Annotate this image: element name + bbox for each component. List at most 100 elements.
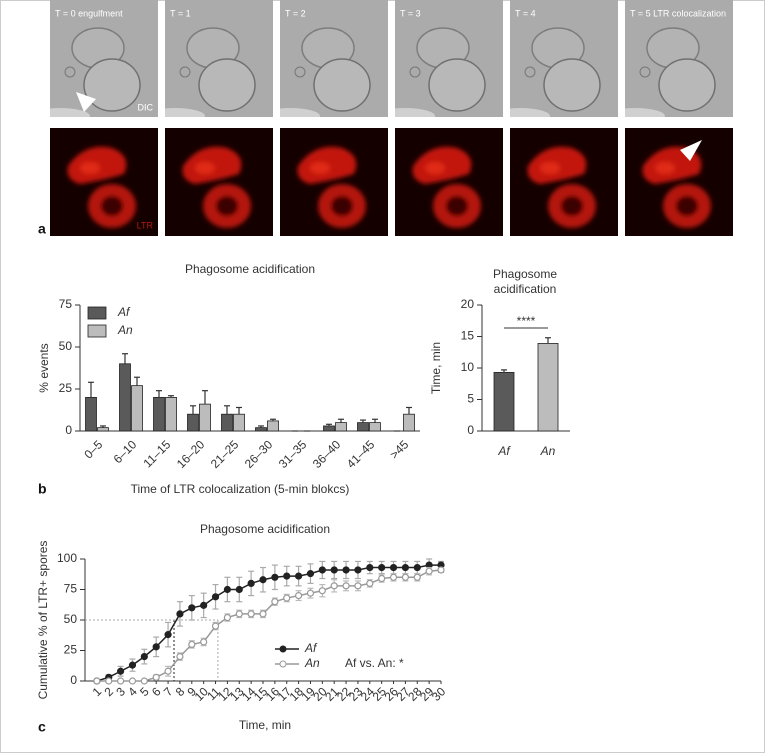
x-axis-label: Time of LTR colocalization (5-min blokcs… (131, 482, 350, 496)
bar (165, 396, 177, 432)
frame-label: T = 2 (285, 8, 306, 18)
marker (211, 622, 220, 630)
annotation: Af vs. An: * (345, 656, 404, 670)
marker (330, 582, 338, 590)
marker (140, 677, 148, 685)
x-tick-label: 41–45 (344, 437, 378, 471)
frame-label: T = 4 (515, 8, 536, 18)
bar (131, 385, 143, 432)
marker (295, 572, 303, 580)
marker (128, 677, 137, 685)
marker (283, 572, 291, 580)
marker (271, 598, 279, 606)
frame-label: T = 0 engulfment (55, 8, 123, 18)
y-axis-label: % events (37, 343, 51, 392)
marker (271, 573, 279, 581)
marker (259, 610, 267, 618)
bar (369, 422, 381, 432)
y-tick-label: 100 (57, 551, 77, 565)
x-axis-label: Time, min (239, 718, 291, 732)
y-tick-label: 10 (461, 360, 475, 374)
marker (366, 579, 374, 588)
marker (413, 563, 421, 572)
marker (437, 566, 445, 574)
x-tick-label: 5 (137, 684, 152, 699)
marker (401, 563, 409, 572)
bar (403, 413, 415, 432)
x-tick-label: 1 (90, 684, 105, 699)
x-tick-label: An (540, 444, 556, 458)
marker (366, 563, 374, 572)
dic-image (395, 0, 503, 117)
marker (378, 574, 386, 583)
marker (342, 582, 350, 590)
marker (342, 566, 350, 574)
marker (116, 667, 125, 675)
frame-label: T = 5 LTR colocalization (630, 8, 726, 18)
dic-image (165, 0, 273, 117)
bar (199, 403, 211, 432)
marker (389, 563, 398, 572)
bar (493, 372, 515, 432)
ltr-image (510, 128, 618, 236)
bar (323, 425, 335, 432)
marker (105, 677, 113, 685)
marker (306, 570, 315, 578)
marker (188, 604, 196, 612)
ltr-image (165, 128, 273, 236)
x-tick-label: Af (497, 444, 511, 458)
ltr-image (395, 128, 503, 236)
panel-label: c (38, 719, 46, 735)
x-tick-label: 36–40 (310, 437, 344, 471)
x-tick-label: 7 (161, 684, 176, 699)
marker (413, 573, 421, 581)
marker (93, 677, 101, 685)
dic-image (625, 0, 733, 117)
marker (306, 589, 315, 597)
y-tick-label: 50 (64, 612, 78, 626)
y-tick-label: 0 (70, 673, 77, 687)
marker (318, 566, 326, 574)
marker (378, 563, 386, 572)
marker (354, 566, 362, 574)
bar (187, 413, 199, 432)
bar (267, 420, 279, 432)
bar (153, 396, 165, 432)
marker (389, 573, 398, 581)
legend-swatch (87, 324, 107, 338)
panel-label: a (38, 221, 46, 237)
ltr-image (625, 128, 733, 236)
marker (200, 601, 208, 609)
y-tick-label: 25 (64, 643, 78, 657)
y-tick-label: 75 (59, 297, 73, 311)
marker (235, 585, 243, 594)
marker (247, 610, 255, 618)
y-tick-label: 15 (461, 329, 475, 343)
marker (247, 579, 255, 588)
x-tick-label: 0–5 (81, 437, 105, 461)
marker (152, 643, 160, 651)
legend-label: Af (304, 641, 318, 655)
y-tick-label: 50 (59, 339, 73, 353)
marker (401, 573, 409, 581)
frame-label: T = 3 (400, 8, 421, 18)
bar (119, 363, 131, 432)
y-tick-label: 0 (65, 423, 72, 437)
marker (318, 587, 326, 595)
frame-label: T = 1 (170, 8, 191, 18)
ltr-label: LTR (137, 220, 154, 230)
legend-label: An (304, 656, 320, 670)
bar (97, 427, 109, 432)
y-tick-label: 25 (59, 381, 73, 395)
x-tick-label: 6 (149, 684, 164, 699)
y-axis-label: Time, min (429, 342, 443, 394)
marker (164, 667, 172, 675)
panel-label: b (38, 481, 47, 497)
panel-a: T = 0 engulfment T = 1 T = 2 T = 3 T = 4… (38, 0, 733, 237)
chart-title: Phagosome acidification (185, 262, 315, 276)
ltr-image (280, 128, 388, 236)
marker (116, 677, 125, 685)
legend-marker (279, 660, 287, 668)
x-tick-label: 6–10 (111, 437, 140, 466)
